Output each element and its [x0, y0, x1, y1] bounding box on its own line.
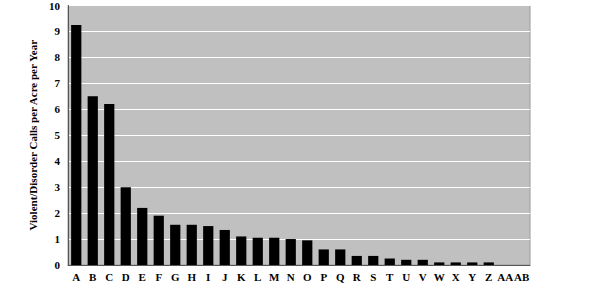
- svg-text:N: N: [287, 271, 295, 283]
- svg-text:R: R: [353, 271, 362, 283]
- svg-text:3: 3: [55, 181, 61, 193]
- svg-text:D: D: [122, 271, 130, 283]
- svg-text:Z: Z: [485, 271, 492, 283]
- svg-text:T: T: [386, 271, 394, 283]
- svg-text:A: A: [72, 271, 80, 283]
- svg-text:7: 7: [55, 77, 61, 89]
- svg-text:P: P: [320, 271, 327, 283]
- svg-text:I: I: [206, 271, 210, 283]
- svg-text:X: X: [452, 271, 460, 283]
- svg-text:5: 5: [55, 129, 61, 141]
- svg-text:Q: Q: [336, 271, 345, 283]
- svg-text:C: C: [105, 271, 113, 283]
- svg-text:4: 4: [55, 155, 61, 167]
- svg-text:0: 0: [55, 259, 61, 271]
- svg-text:O: O: [303, 271, 312, 283]
- svg-text:H: H: [187, 271, 196, 283]
- svg-text:9: 9: [55, 25, 61, 37]
- svg-text:Violent/Disorder Calls per Acr: Violent/Disorder Calls per Acre per Year: [27, 40, 39, 231]
- svg-text:B: B: [89, 271, 97, 283]
- svg-text:10: 10: [49, 0, 61, 12]
- svg-text:8: 8: [55, 51, 61, 63]
- svg-text:W: W: [434, 271, 445, 283]
- svg-text:2: 2: [55, 207, 61, 219]
- svg-text:K: K: [237, 271, 246, 283]
- svg-text:U: U: [402, 271, 410, 283]
- svg-text:M: M: [269, 271, 280, 283]
- svg-text:G: G: [171, 271, 180, 283]
- svg-text:S: S: [370, 271, 376, 283]
- svg-text:L: L: [254, 271, 261, 283]
- svg-text:E: E: [139, 271, 146, 283]
- svg-text:6: 6: [55, 103, 61, 115]
- svg-text:F: F: [155, 271, 162, 283]
- svg-text:Y: Y: [468, 271, 476, 283]
- svg-text:AA: AA: [497, 271, 513, 283]
- svg-text:J: J: [222, 271, 228, 283]
- svg-text:1: 1: [55, 233, 61, 245]
- svg-text:AB: AB: [514, 271, 530, 283]
- svg-text:V: V: [419, 271, 427, 283]
